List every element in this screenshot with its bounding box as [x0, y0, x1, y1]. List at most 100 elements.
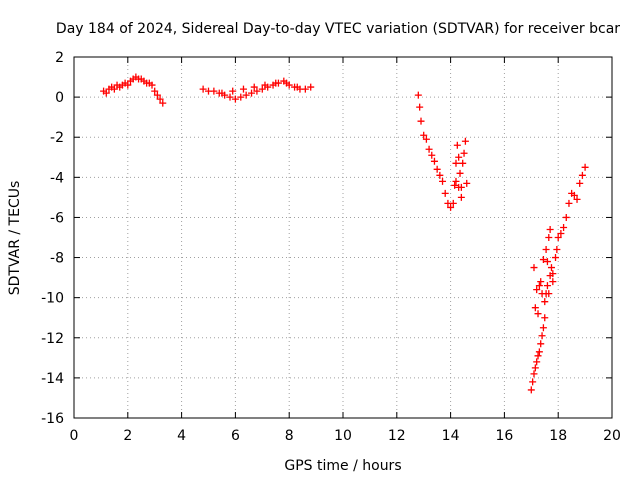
data-marks — [100, 73, 589, 394]
data-point — [250, 83, 258, 91]
data-point — [576, 179, 584, 187]
data-point — [102, 89, 110, 97]
data-point — [537, 278, 545, 286]
data-point — [546, 225, 554, 233]
data-point — [535, 282, 543, 290]
data-point — [570, 191, 578, 199]
data-point — [430, 157, 438, 165]
x-tick-label: 0 — [70, 428, 79, 444]
data-point — [231, 95, 239, 103]
y-tick-label: 0 — [55, 90, 64, 106]
y-axis-label: SDTVAR / TECUs — [7, 181, 23, 296]
x-tick-label: 2 — [123, 428, 132, 444]
x-tick-label: 18 — [549, 428, 567, 444]
data-point — [218, 89, 226, 97]
data-point — [420, 131, 428, 139]
data-point — [549, 278, 557, 286]
data-point — [449, 199, 457, 207]
data-point — [453, 141, 461, 149]
x-tick-label: 20 — [603, 428, 621, 444]
data-point — [451, 181, 459, 189]
data-point — [253, 87, 261, 95]
data-point — [554, 234, 562, 241]
data-point — [552, 254, 560, 262]
data-point — [539, 256, 547, 264]
y-tick-label: 2 — [55, 50, 64, 66]
data-point — [457, 193, 465, 201]
data-point — [578, 171, 586, 179]
x-tick-label: 14 — [442, 428, 460, 444]
data-point — [547, 264, 555, 272]
data-point — [199, 85, 207, 93]
data-point — [110, 85, 118, 93]
data-point — [452, 177, 460, 185]
data-point — [541, 298, 549, 306]
data-point — [460, 149, 468, 157]
data-point — [229, 87, 237, 95]
data-point — [414, 91, 422, 99]
data-point — [455, 183, 463, 191]
y-tick-label: -16 — [41, 411, 64, 427]
data-point — [425, 145, 433, 153]
data-point — [542, 246, 550, 254]
data-point — [538, 332, 546, 340]
y-tick-label: -4 — [50, 170, 64, 186]
data-point — [242, 91, 250, 99]
data-point — [447, 203, 455, 211]
data-point — [436, 171, 444, 179]
data-point — [573, 195, 581, 203]
data-point — [553, 246, 561, 254]
data-point — [248, 89, 256, 97]
data-point — [433, 165, 441, 173]
data-point — [416, 103, 424, 111]
x-tick-label: 6 — [231, 428, 240, 444]
data-point — [565, 199, 573, 207]
data-point — [557, 229, 565, 237]
data-point — [452, 159, 460, 167]
data-point — [258, 85, 266, 93]
data-point — [534, 310, 542, 318]
data-point — [239, 85, 247, 93]
data-point — [237, 93, 245, 101]
data-point — [530, 264, 538, 272]
data-point — [124, 81, 132, 89]
data-point — [549, 270, 557, 278]
x-axis-label: GPS time / hours — [284, 458, 401, 474]
data-point — [562, 213, 570, 221]
x-tick-label: 4 — [177, 428, 186, 444]
data-point — [543, 258, 551, 266]
data-point — [153, 91, 161, 99]
data-point — [543, 282, 551, 290]
x-tick-label: 8 — [285, 428, 294, 444]
data-point — [535, 348, 543, 356]
data-point — [417, 117, 425, 125]
data-point — [159, 99, 167, 107]
data-point — [456, 169, 464, 177]
data-point — [545, 290, 553, 298]
data-point — [441, 189, 449, 197]
grid — [74, 57, 612, 418]
data-point — [151, 87, 159, 95]
data-point — [531, 364, 539, 372]
data-point — [545, 234, 553, 241]
data-point — [463, 179, 471, 187]
data-point — [459, 159, 467, 167]
data-point — [156, 95, 164, 103]
y-tick-label: -2 — [50, 130, 64, 146]
y-tick-label: -12 — [41, 331, 64, 347]
data-point — [538, 290, 546, 298]
data-point — [581, 163, 589, 171]
data-point — [533, 286, 541, 294]
data-point — [283, 79, 291, 87]
data-point — [461, 137, 469, 145]
data-point — [148, 81, 156, 89]
data-point — [272, 79, 280, 87]
data-point — [439, 177, 447, 185]
chart-title: Day 184 of 2024, Sidereal Day-to-day VTE… — [56, 21, 620, 37]
x-tick-label: 16 — [495, 428, 513, 444]
data-point — [531, 304, 539, 312]
data-point — [455, 153, 463, 161]
data-point — [422, 135, 430, 143]
data-point — [226, 93, 234, 101]
